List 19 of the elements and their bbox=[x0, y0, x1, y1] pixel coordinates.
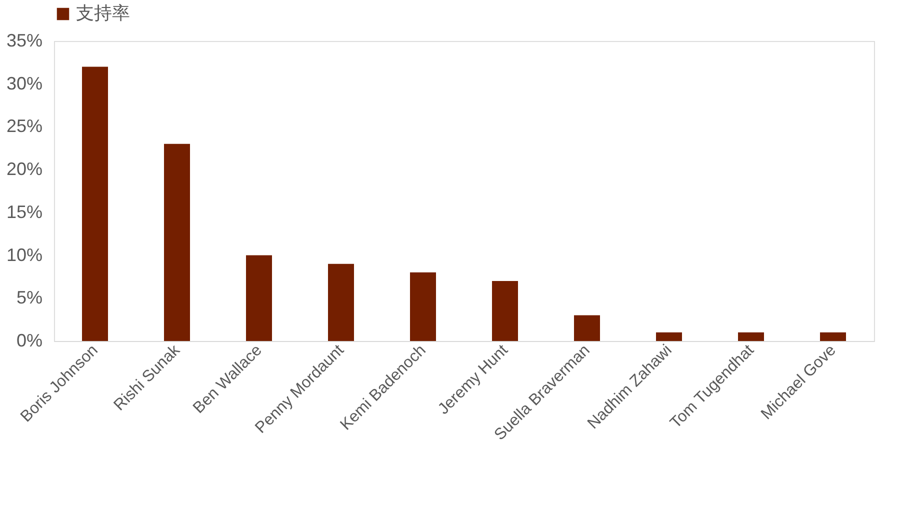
bar bbox=[164, 144, 190, 341]
bar bbox=[246, 255, 272, 341]
y-tick-label: 15% bbox=[6, 202, 42, 222]
bar bbox=[738, 332, 764, 341]
legend-label: 支持率 bbox=[76, 3, 130, 23]
bar bbox=[656, 332, 682, 341]
bar bbox=[82, 66, 108, 341]
bar bbox=[410, 272, 436, 341]
bar bbox=[820, 332, 846, 341]
y-tick-label: 5% bbox=[16, 288, 42, 308]
bar bbox=[574, 315, 600, 341]
y-tick-label: 25% bbox=[6, 116, 42, 136]
y-tick-label: 10% bbox=[6, 244, 42, 265]
y-tick-label: 35% bbox=[6, 30, 42, 50]
bar bbox=[492, 281, 518, 341]
bar bbox=[328, 264, 354, 341]
y-tick-label: 30% bbox=[6, 73, 42, 94]
y-tick-label: 0% bbox=[16, 330, 42, 350]
y-tick-label: 20% bbox=[6, 159, 42, 180]
